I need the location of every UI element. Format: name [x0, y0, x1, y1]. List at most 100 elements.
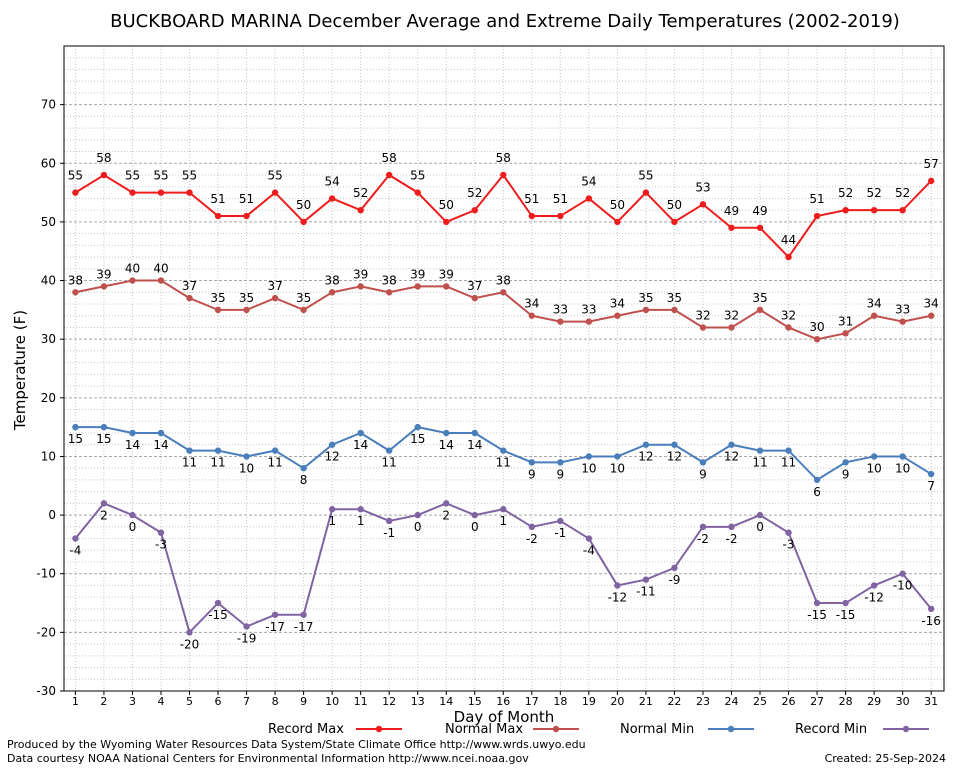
data-point	[72, 289, 79, 296]
x-tick-label: 3	[129, 695, 136, 708]
data-label: 32	[724, 308, 739, 322]
data-label: 11	[382, 456, 397, 470]
data-label: 34	[924, 297, 939, 311]
data-point	[671, 218, 678, 226]
x-axis-label: Day of Month	[454, 708, 555, 726]
data-point	[671, 564, 678, 572]
data-label: 52	[353, 186, 368, 200]
data-point	[243, 623, 250, 630]
data-label: 11	[781, 456, 796, 470]
data-label: 35	[667, 291, 682, 305]
data-point	[300, 306, 307, 314]
data-point	[471, 511, 478, 519]
data-label: 14	[125, 438, 140, 452]
data-point	[328, 195, 336, 202]
data-point	[927, 470, 935, 478]
data-label: 35	[296, 291, 311, 305]
data-label: -12	[864, 590, 884, 604]
data-point	[72, 189, 79, 196]
data-label: 9	[842, 467, 850, 481]
data-label: 30	[809, 320, 824, 334]
data-point	[842, 459, 849, 466]
data-point	[813, 599, 821, 607]
data-label: 50	[296, 198, 311, 212]
data-point	[585, 535, 593, 542]
x-tick-label: 23	[696, 695, 710, 708]
data-point	[186, 294, 193, 302]
data-label: 37	[182, 279, 197, 293]
x-tick-label: 21	[639, 695, 653, 708]
data-point	[728, 523, 735, 531]
data-point	[357, 506, 364, 513]
data-label: -2	[526, 532, 538, 546]
data-label: 52	[467, 186, 482, 200]
data-point	[585, 195, 593, 202]
data-label: 14	[439, 438, 454, 452]
data-point	[100, 423, 108, 431]
data-point	[357, 206, 364, 214]
data-label: 8	[300, 473, 308, 487]
data-point	[842, 599, 849, 607]
series-normal-max: 38 39 40 40 37 35 35 37 35 38 39 38 39 39 37 38 34 33 33 34…	[68, 262, 939, 343]
legend-label: Record Min	[795, 722, 867, 737]
x-tick-label: 30	[896, 695, 910, 708]
data-label: 11	[496, 456, 511, 470]
data-label: 38	[68, 273, 83, 287]
x-tick-label: 26	[782, 695, 796, 708]
data-label: 14	[353, 438, 368, 452]
data-label: 11	[210, 456, 225, 470]
data-point	[186, 629, 193, 636]
data-point	[671, 306, 678, 314]
data-label: 54	[324, 174, 339, 188]
data-point	[100, 500, 108, 507]
data-point	[157, 189, 165, 196]
data-label: 34	[610, 297, 625, 311]
data-point	[870, 312, 878, 319]
series-record-max: 55 58 55 55 55 51 51 55 50 54 52 58 55 50 52 58 51 51 54 50…	[68, 151, 939, 261]
data-label: 51	[210, 192, 225, 206]
data-label: 55	[182, 169, 197, 183]
data-point	[557, 212, 564, 220]
data-point	[642, 189, 650, 196]
data-label: -15	[208, 608, 228, 622]
data-point	[243, 453, 250, 460]
data-label: 0	[471, 520, 479, 534]
data-point	[129, 277, 136, 284]
data-label: 32	[695, 308, 710, 322]
data-label: 10	[239, 461, 254, 475]
data-label: 39	[353, 267, 368, 281]
data-point	[500, 289, 507, 296]
data-point	[899, 453, 906, 460]
data-label: 15	[96, 432, 111, 446]
data-label: 11	[752, 456, 767, 470]
data-point	[414, 189, 421, 196]
data-label: 2	[100, 508, 108, 522]
legend-marker	[375, 725, 383, 733]
data-label: 10	[895, 461, 910, 475]
data-point	[214, 447, 222, 454]
data-label: 32	[781, 308, 796, 322]
data-point	[72, 423, 79, 431]
x-tick-label: 27	[810, 695, 824, 708]
data-label: 12	[638, 450, 653, 464]
data-point	[899, 318, 906, 325]
data-label: 33	[581, 303, 596, 317]
x-tick-label: 9	[300, 695, 307, 708]
data-point	[157, 277, 165, 284]
plot-area	[63, 45, 945, 692]
data-label: 15	[410, 432, 425, 446]
x-tick-label: 22	[667, 695, 681, 708]
legend-label: Record Max	[268, 722, 344, 737]
legend-marker	[727, 725, 735, 733]
data-label: -20	[180, 637, 200, 651]
data-point	[214, 599, 222, 607]
data-label: 34	[524, 297, 539, 311]
y-tick-label: 30	[41, 332, 56, 346]
data-point	[357, 429, 364, 437]
data-label: 51	[524, 192, 539, 206]
footer-data-courtesy: Data courtesy NOAA National Centers for …	[7, 752, 529, 765]
data-point	[699, 523, 707, 531]
data-label: 40	[125, 262, 140, 276]
data-point	[870, 206, 878, 214]
